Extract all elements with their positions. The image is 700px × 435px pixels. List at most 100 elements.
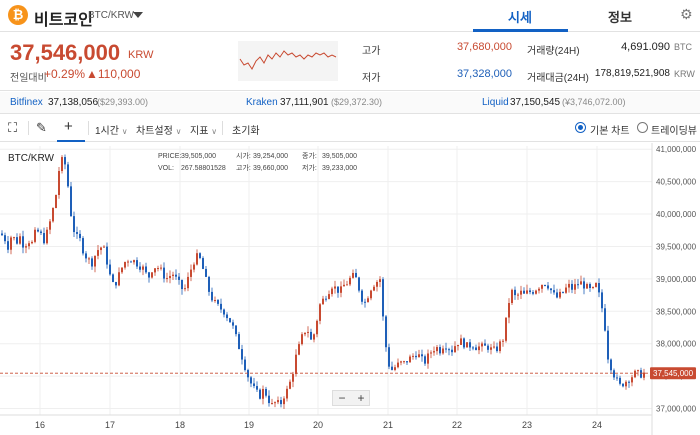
tradingview-radio[interactable]: [637, 122, 648, 133]
candle-body: [475, 347, 477, 351]
candle-body: [547, 285, 549, 289]
candle-body: [556, 292, 558, 298]
candle-body: [334, 286, 336, 289]
candle-body: [394, 367, 396, 370]
candle-body: [142, 266, 144, 270]
chart-pair-label: BTC/KRW: [8, 153, 54, 164]
candle-body: [130, 261, 132, 263]
exchange-price: 37,138,056: [48, 97, 99, 108]
candle-body: [343, 284, 345, 287]
legend-high-label: 고가:: [236, 163, 251, 172]
candle-body: [10, 237, 12, 250]
candle-body: [220, 303, 222, 310]
ohlc-legend: PRICE: 39,505,000 VOL: 267.58801528 시가: …: [158, 151, 357, 172]
tab-quote[interactable]: 시세: [508, 10, 532, 25]
toolbar-divider: [222, 121, 223, 135]
candle-body: [76, 232, 78, 234]
tradingview-label[interactable]: 트레이딩뷰: [651, 126, 697, 137]
candle-body: [223, 309, 225, 315]
candle-body: [355, 272, 357, 278]
candle-body: [409, 356, 411, 363]
candle-body: [73, 216, 75, 233]
exchange-name[interactable]: Bitfinex: [10, 97, 43, 108]
candle-body: [316, 320, 318, 335]
candle-body: [577, 284, 579, 286]
candle-body: [484, 343, 486, 346]
candle-body: [34, 229, 36, 242]
candle-body: [481, 343, 483, 347]
candle-body: [520, 290, 522, 295]
candle-body: [205, 268, 207, 277]
candle-body: [28, 243, 30, 247]
candle-body: [277, 400, 279, 403]
candle-body: [298, 344, 300, 355]
candle-body: [472, 347, 474, 349]
candle-body: [7, 241, 9, 250]
candle-body: [196, 253, 198, 265]
candle-body: [418, 354, 420, 358]
zoom-out-button[interactable]: −: [338, 391, 346, 405]
legend-vol: 267.58801528: [181, 165, 226, 172]
exchange-price: 37,150,545: [510, 97, 561, 108]
candle-body: [469, 342, 471, 348]
candle-body: [184, 288, 186, 290]
fullscreen-icon[interactable]: ⛶: [8, 120, 18, 135]
candle-body: [346, 284, 348, 286]
low-value: 37,328,000: [456, 68, 512, 80]
candle-body: [544, 284, 546, 286]
reset-button[interactable]: 초기화: [232, 126, 260, 137]
candle-body: [634, 370, 636, 378]
basic-chart-radio[interactable]: [575, 122, 586, 133]
exchange-name[interactable]: Kraken: [246, 97, 278, 108]
candle-body: [262, 388, 264, 399]
gear-icon[interactable]: ⚙: [680, 6, 693, 22]
pencil-icon[interactable]: ✎: [36, 120, 47, 135]
candle-body: [268, 395, 270, 404]
candle-body: [376, 281, 378, 287]
tab-info[interactable]: 정보: [608, 10, 632, 25]
x-tick-label: 18: [175, 420, 185, 430]
candle-body: [358, 277, 360, 291]
chevron-down-icon[interactable]: [133, 12, 143, 18]
last-price-label: 37,545,000: [653, 369, 694, 378]
candle-body: [622, 383, 624, 387]
coin-name[interactable]: 비트코인: [34, 12, 93, 29]
candle-body: [502, 340, 504, 342]
candle-body: [190, 269, 192, 277]
zoom-in-button[interactable]: +: [357, 391, 365, 405]
candle-body: [553, 290, 555, 293]
candle-body: [391, 366, 393, 370]
candle-body: [508, 303, 510, 318]
candle-body: [352, 272, 354, 278]
candle-body: [529, 290, 531, 293]
candle-body: [283, 398, 285, 405]
crosshair-icon[interactable]: +: [64, 118, 73, 135]
candle-body: [292, 374, 294, 382]
candle-body: [403, 361, 405, 363]
candle-body: [517, 294, 519, 296]
candle-body: [583, 281, 585, 289]
candle-body: [436, 347, 438, 352]
candle-body: [157, 268, 159, 270]
change-percent: +0.29%: [44, 67, 86, 81]
bitcoin-logo-icon: ₿: [8, 5, 28, 25]
basic-chart-label[interactable]: 기본 차트: [590, 126, 630, 137]
exchange-name[interactable]: Liquid: [482, 97, 509, 108]
candle-body: [532, 292, 534, 294]
candle-body: [160, 267, 162, 269]
interval-dropdown[interactable]: 1시간 ∨: [95, 122, 128, 137]
candle-body: [526, 290, 528, 294]
candle-body: [523, 290, 525, 294]
candle-body: [295, 354, 297, 375]
candle-body: [580, 281, 582, 285]
candle-body: [559, 291, 561, 298]
indicators-dropdown[interactable]: 지표 ∨: [190, 122, 217, 137]
x-tick-label: 24: [592, 420, 602, 430]
candle-body: [496, 346, 498, 352]
chart-settings-dropdown[interactable]: 차트설정 ∨: [136, 122, 181, 137]
candle-body: [121, 267, 123, 273]
candle-body: [619, 377, 621, 384]
candlestick-chart[interactable]: 41,000,000 40,500,000 40,000,000 39,500,000…: [0, 143, 700, 435]
candle-body: [478, 346, 480, 351]
candle-body: [430, 352, 432, 354]
